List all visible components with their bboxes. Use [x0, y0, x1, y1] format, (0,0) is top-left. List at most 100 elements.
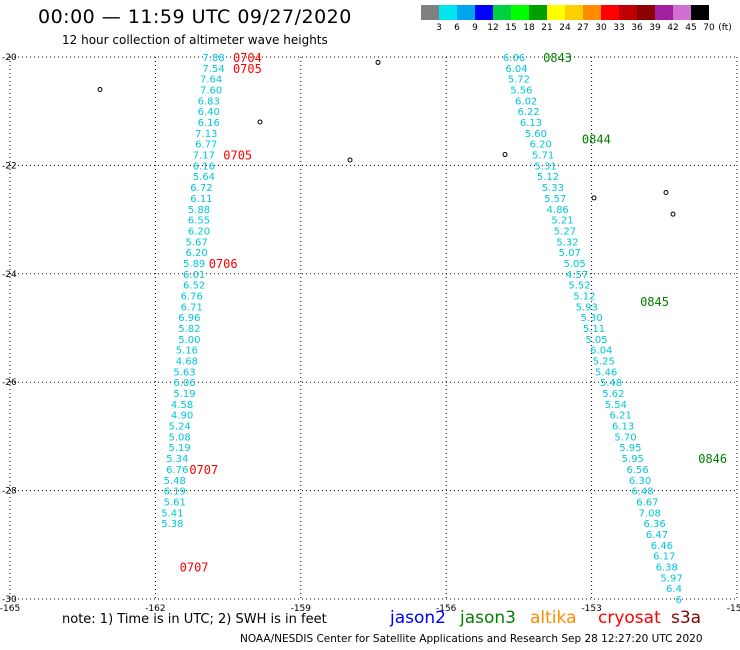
swh-value-label: 5.00	[178, 335, 200, 346]
colorbar-label: 9	[472, 23, 478, 33]
colorbar-swatch	[691, 5, 709, 20]
swh-value-label: 5.62	[602, 389, 624, 400]
swh-value-label: 7.17	[193, 151, 215, 162]
swh-value-label: 6.72	[190, 183, 212, 194]
y-tick-label: -22	[2, 161, 17, 171]
swh-value-label: 5.12	[537, 172, 559, 183]
island-outline	[591, 195, 597, 201]
swh-value-label: 6.19	[164, 487, 186, 498]
swh-value-label: 6.40	[198, 107, 220, 118]
swh-value-label: 6	[676, 595, 682, 606]
swh-value-label: 5.97	[660, 573, 682, 584]
swh-value-label: 6.16	[193, 161, 215, 172]
swh-value-label: 5.54	[605, 400, 627, 411]
swh-value-label: 5.33	[542, 183, 564, 194]
swh-value-label: 6.48	[631, 487, 653, 498]
swh-value-label: 5.41	[161, 508, 183, 519]
swh-value-label: 5.57	[544, 194, 566, 205]
swh-value-label: 5.19	[169, 443, 191, 454]
swh-value-label: 5.60	[525, 129, 547, 140]
x-tick-label: -150	[727, 604, 740, 614]
swh-value-label: 5.05	[564, 259, 586, 270]
colorbar-label: 15	[505, 23, 517, 33]
swh-value-label: 5.12	[573, 291, 595, 302]
colorbar-swatch	[619, 5, 637, 20]
swh-value-label: 6.13	[612, 422, 634, 433]
swh-value-label: 5.67	[185, 237, 207, 248]
y-tick-label: -26	[2, 378, 17, 388]
swh-value-label: 6.55	[188, 216, 210, 227]
swh-value-label: 6.67	[636, 497, 658, 508]
colorbar-label: 3	[436, 23, 442, 33]
colorbar-label: 24	[559, 23, 571, 33]
swh-value-label: 6.04	[590, 346, 612, 357]
y-tick-label: -20	[2, 53, 17, 63]
swh-value-label: 6.36	[643, 519, 665, 530]
colorbar-label: 39	[649, 23, 661, 33]
pass-time-label: 0846	[698, 452, 727, 466]
swh-value-label: 6.11	[190, 194, 212, 205]
swh-value-label: 5.27	[554, 226, 576, 237]
colorbar-label: 70	[703, 23, 715, 33]
swh-value-label: 6.4	[666, 584, 682, 595]
swh-value-label: 5.88	[188, 205, 210, 216]
colorbar-label: 27	[577, 23, 589, 33]
colorbar-swatch	[529, 5, 547, 20]
colorbar-label: 36	[631, 23, 643, 33]
swh-value-label: 6.83	[198, 96, 220, 107]
colorbar-label: 6	[454, 23, 460, 33]
island-outline	[257, 119, 263, 125]
swh-value-label: 5.11	[583, 324, 605, 335]
pass-time-label: 0844	[582, 132, 611, 146]
swh-value-label: 6.46	[651, 541, 673, 552]
swh-value-label: 6.56	[627, 465, 649, 476]
pass-time-label: 0705	[233, 62, 262, 76]
swh-value-label: 6.16	[198, 118, 220, 129]
x-tick-label: -159	[291, 604, 312, 614]
colorbar-label: 45	[685, 23, 697, 33]
swh-value-label: 6.02	[515, 96, 537, 107]
swh-value-label: 6.76	[166, 465, 188, 476]
legend-s3a: s3a	[671, 608, 702, 628]
swh-value-label: 6.06	[173, 378, 195, 389]
pass-time-label: 0707	[180, 560, 209, 574]
swh-value-label: 4.68	[176, 357, 198, 368]
colorbar-swatch	[655, 5, 673, 20]
legend-altika: altika	[530, 608, 577, 628]
colorbar-swatch	[493, 5, 511, 20]
swh-value-label: 6.13	[520, 118, 542, 129]
island-outline	[347, 157, 353, 163]
swh-value-label: 6.47	[646, 530, 668, 541]
swh-value-label: 5.25	[593, 357, 615, 368]
swh-value-label: 6.30	[629, 476, 651, 487]
swh-value-label: 5.31	[534, 161, 556, 172]
colorbar-swatch	[583, 5, 601, 20]
colorbar-swatch	[475, 5, 493, 20]
colorbar-swatch	[601, 5, 619, 20]
pass-time-label: 0704	[233, 51, 262, 65]
swh-value-label: 5.56	[510, 86, 532, 97]
swh-value-label: 5.52	[568, 281, 590, 292]
legend-cryosat: cryosat	[598, 608, 661, 628]
colorbar-label: 18	[523, 23, 535, 33]
swh-value-label: 5.24	[169, 422, 191, 433]
swh-value-label: 5.34	[166, 454, 188, 465]
swh-value-label: 6.77	[195, 140, 217, 151]
swh-value-label: 4.57	[566, 270, 588, 281]
swh-value-label: 5.21	[551, 216, 573, 227]
colorbar-swatch	[421, 5, 439, 20]
colorbar-label: 33	[613, 23, 625, 33]
swh-value-label: 5.82	[178, 324, 200, 335]
colorbar-swatch	[673, 5, 691, 20]
swh-value-label: 5.95	[622, 454, 644, 465]
swh-value-label: 5.71	[532, 151, 554, 162]
swh-value-label: 6.04	[505, 64, 527, 75]
swh-value-label: 7.60	[200, 86, 222, 97]
swh-value-label: 6.06	[503, 53, 525, 64]
pass-time-label: 0707	[189, 463, 218, 477]
x-tick-label: -156	[436, 604, 457, 614]
footer-note: note: 1) Time is in UTC; 2) SWH is in fe…	[62, 612, 327, 627]
swh-value-label: 5.16	[176, 346, 198, 357]
